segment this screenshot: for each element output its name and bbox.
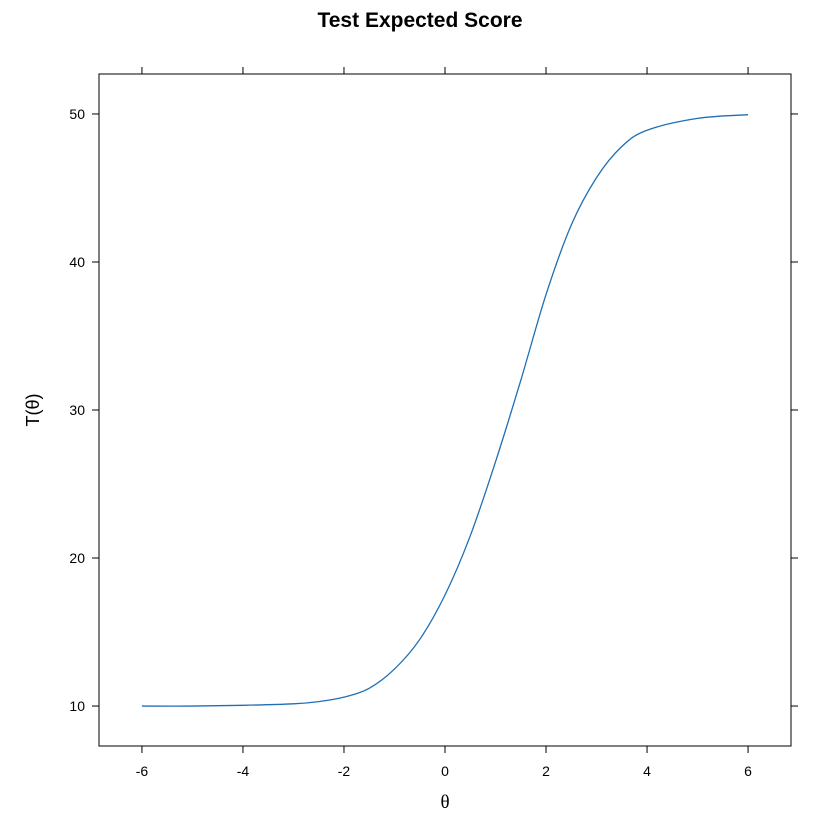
x-tick-label: 2 xyxy=(542,763,550,779)
x-axis-label: θ xyxy=(440,792,449,813)
plot-frame xyxy=(98,73,792,747)
x-tick-label: 0 xyxy=(441,763,449,779)
x-tick-label: 4 xyxy=(643,763,651,779)
x-tick-label: 6 xyxy=(744,763,752,779)
x-tick-label: -2 xyxy=(338,763,351,779)
y-tick-label: 30 xyxy=(69,402,85,418)
y-tick-label: 10 xyxy=(69,698,85,714)
y-tick-label: 20 xyxy=(69,550,85,566)
y-tick-label: 50 xyxy=(69,106,85,122)
series-line xyxy=(141,114,749,707)
y-axis-label: T(θ) xyxy=(23,394,43,427)
chart-title: Test Expected Score xyxy=(317,9,522,32)
axis-ticks: -6 -4 -2 0 2 4 6 10 20 30 40 50 xyxy=(69,67,798,779)
x-tick-label: -6 xyxy=(136,763,149,779)
x-tick-label: -4 xyxy=(237,763,250,779)
y-tick-label: 40 xyxy=(69,254,85,270)
